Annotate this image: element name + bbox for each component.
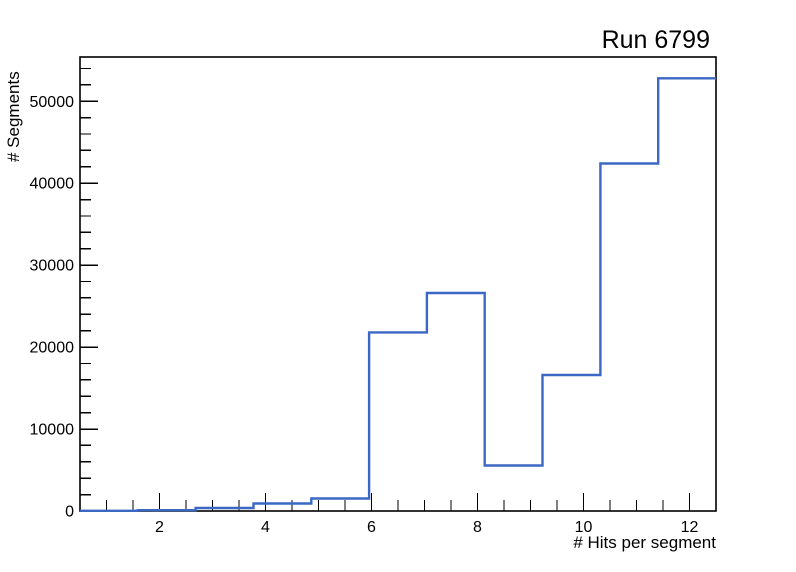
x-tick-label: 4 [261,519,270,536]
y-tick-label: 40000 [30,176,75,193]
x-tick-label: 12 [681,519,699,536]
x-tick-label: 6 [367,519,376,536]
x-tick-label: 8 [473,519,482,536]
x-axis-title: # Hits per segment [573,533,716,552]
x-tick-label: 10 [575,519,593,536]
y-tick-label: 20000 [30,340,75,357]
y-tick-label: 50000 [30,94,75,111]
y-tick-label: 0 [65,504,74,521]
histogram-step-line [80,77,716,512]
x-tick-label: 2 [155,519,164,536]
y-tick-label: 10000 [30,422,75,439]
chart-title: Run 6799 [601,26,710,54]
y-axis-title: # Segments [4,71,23,162]
y-tick-label: 30000 [30,258,75,275]
